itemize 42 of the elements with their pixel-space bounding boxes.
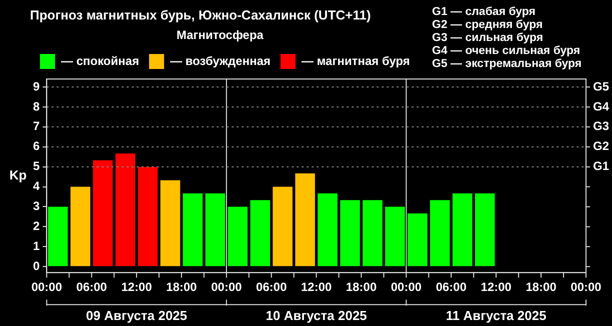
legend-label: — магнитная буря [302, 54, 410, 68]
y-tick-label: 4 [32, 179, 40, 194]
y-tick-label: 7 [32, 119, 40, 134]
text: G4 — очень сильная буря [432, 45, 580, 58]
text: 11 Августа 2025 [446, 308, 546, 324]
y-tick-label: 2 [32, 219, 40, 234]
text: G2 — средняя буря [432, 19, 543, 32]
ref-line-label: G3 [593, 119, 610, 134]
x-tick-label: 06:00 [76, 280, 108, 294]
y-tick-label: 1 [32, 238, 40, 253]
y-tick-label: 5 [32, 159, 40, 174]
legend-label: — спокойная [61, 54, 140, 68]
x-tick-label: 00:00 [390, 280, 422, 294]
y-tick-label: 8 [32, 99, 40, 114]
text: 09 Августа 2025 [86, 308, 188, 324]
legend-label: — возбужденная [170, 54, 270, 68]
chart-title: Прогноз магнитных бурь, Южно-Сахалинск (UTC+11) [30, 7, 371, 22]
x-tick-label: 18:00 [166, 280, 198, 294]
x-tick-label: 12:00 [121, 280, 152, 294]
y-tick-label: 3 [32, 199, 40, 214]
x-tick-label: 00:00 [570, 280, 602, 294]
ref-line-label: G2 [593, 139, 610, 154]
ref-line-label: G4 [593, 99, 610, 114]
ref-line-label: G5 [593, 79, 610, 94]
text: G3 — сильная буря [432, 32, 544, 44]
x-tick-label: 00:00 [31, 280, 62, 294]
x-tick-label: 18:00 [526, 280, 557, 294]
x-tick-label: 06:00 [436, 280, 467, 294]
y-tick-label: 6 [32, 139, 40, 154]
ref-line-label: G1 [593, 159, 610, 174]
x-tick-label: 12:00 [300, 280, 332, 294]
y-tick-label: 9 [32, 79, 40, 94]
y-tick-label: 0 [32, 258, 40, 273]
x-tick-label: 12:00 [480, 280, 512, 294]
x-tick-label: 00:00 [211, 280, 242, 294]
y-axis-title: Kp [9, 167, 27, 182]
text: G1 — слабая буря [432, 6, 536, 18]
text: G5 — экстремальная буря [432, 58, 582, 70]
legend-title: Магнитосфера [176, 28, 264, 42]
x-tick-label: 18:00 [346, 280, 377, 294]
text: 10 Августа 2025 [266, 308, 367, 324]
x-tick-label: 06:00 [256, 280, 288, 294]
